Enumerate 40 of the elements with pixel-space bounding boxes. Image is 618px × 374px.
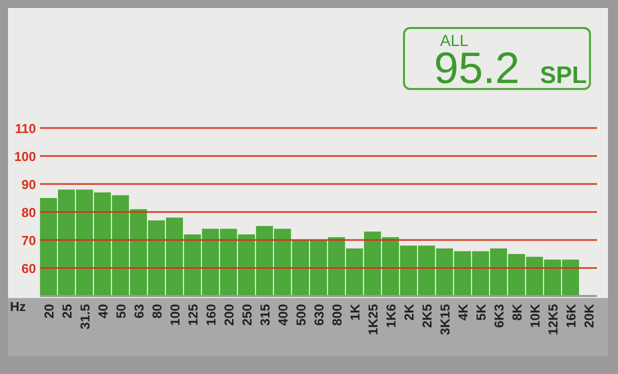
x-tick-label: 12K5: [546, 304, 561, 336]
x-tick-label: 200: [221, 304, 236, 326]
x-tick-label: 2K5: [420, 304, 435, 328]
x-tick-label: 6K3: [492, 304, 507, 328]
y-tick-label: 90: [22, 177, 36, 192]
y-tick-label: 70: [22, 233, 36, 248]
text: SPL: [540, 62, 587, 89]
x-tick-label: 125: [185, 304, 200, 326]
x-tick-label: 16K: [564, 303, 579, 328]
y-tick-label: 80: [22, 205, 36, 220]
x-tick-label: 63: [131, 304, 146, 318]
x-tick-label: 25: [59, 304, 74, 318]
x-tick-label: 500: [293, 304, 308, 326]
x-tick-label: 50: [113, 304, 128, 318]
x-tick-label: 20: [41, 304, 56, 318]
x-tick-label: 2K: [402, 303, 417, 321]
y-tick-label: 100: [14, 149, 36, 164]
x-tick-label: 80: [149, 304, 164, 318]
x-tick-label: 315: [257, 304, 272, 326]
x-tick-label: 1K25: [366, 304, 381, 336]
x-tick-label: 3K15: [438, 304, 453, 336]
x-tick-label: 400: [275, 304, 290, 326]
text: ALL: [440, 33, 469, 50]
x-tick-label: 100: [167, 304, 182, 326]
y-tick-label: 60: [22, 261, 36, 276]
x-tick-label: 20K: [582, 303, 597, 328]
x-tick-label: 40: [95, 304, 110, 318]
x-tick-label: 5K: [474, 303, 489, 321]
x-tick-label: 630: [312, 304, 326, 326]
x-tick-label: 4K: [456, 303, 471, 321]
x-tick-label: 8K: [510, 303, 525, 321]
x-tick-label: 1K: [348, 303, 363, 321]
y-tick-label: 110: [15, 121, 36, 136]
x-tick-label: 250: [239, 304, 254, 326]
x-tick-label: 31.5: [77, 304, 92, 330]
x-tick-label: 1K6: [384, 304, 399, 328]
x-axis-title: Hz: [10, 299, 26, 314]
x-tick-label: 160: [203, 304, 218, 326]
x-tick-label: 800: [330, 304, 345, 326]
x-tick-label: 10K: [528, 303, 543, 328]
